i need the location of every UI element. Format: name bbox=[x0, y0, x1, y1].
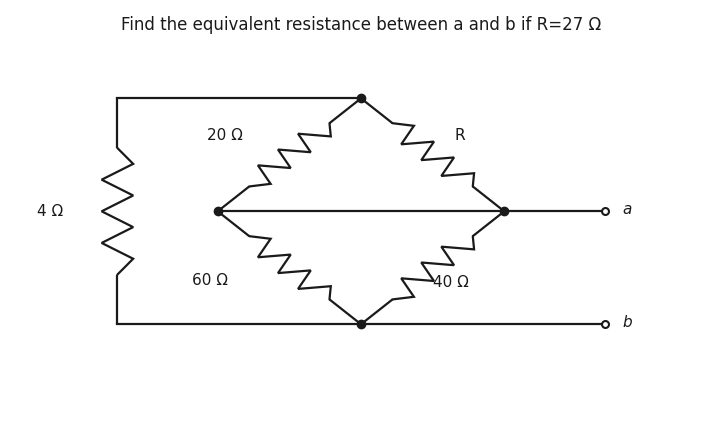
Text: 60 Ω: 60 Ω bbox=[193, 273, 228, 288]
Text: 4 Ω: 4 Ω bbox=[38, 204, 64, 219]
Text: 20 Ω: 20 Ω bbox=[207, 128, 243, 143]
Text: a: a bbox=[622, 202, 632, 216]
Text: 40 Ω: 40 Ω bbox=[432, 275, 469, 290]
Text: b: b bbox=[622, 315, 632, 330]
Text: Find the equivalent resistance between a and b if R=27 Ω: Find the equivalent resistance between a… bbox=[121, 16, 601, 34]
Text: R: R bbox=[454, 128, 465, 143]
